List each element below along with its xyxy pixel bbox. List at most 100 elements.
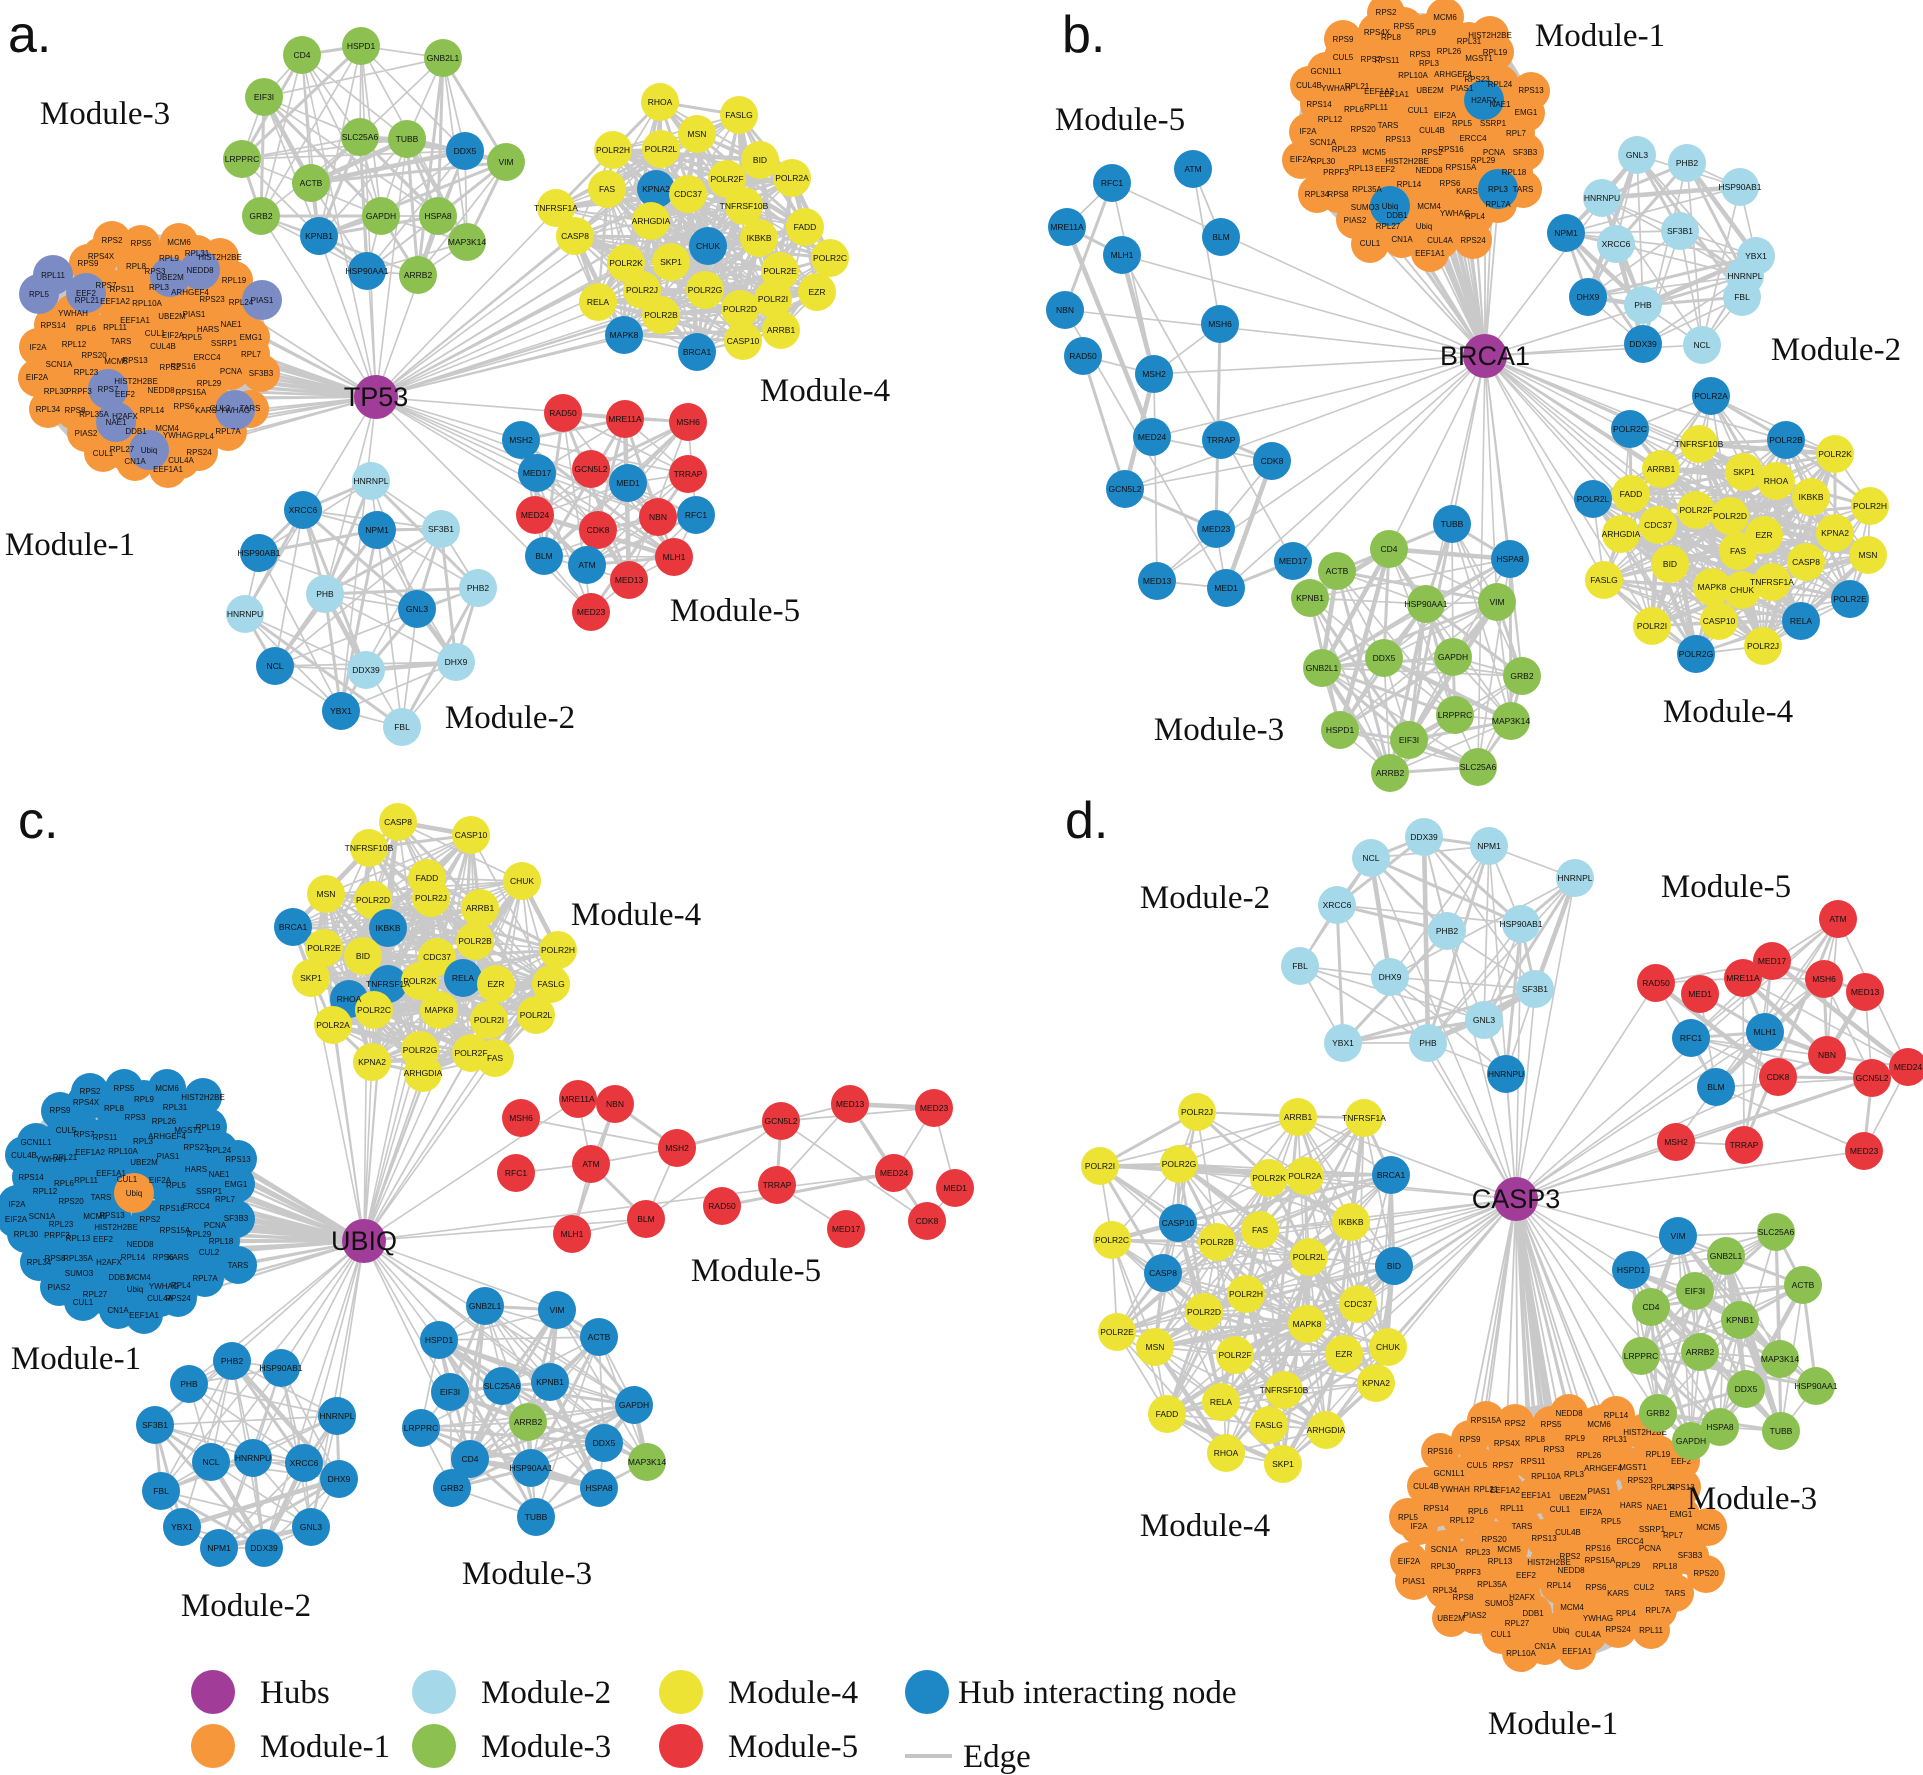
svg-text:BID: BID — [1663, 559, 1677, 569]
svg-text:BRCA1: BRCA1 — [1377, 1170, 1406, 1180]
svg-text:TRRAP: TRRAP — [674, 469, 703, 479]
svg-text:BLM: BLM — [637, 1214, 654, 1224]
svg-text:POLR2C: POLR2C — [813, 253, 847, 263]
svg-text:YWHAG: YWHAG — [1583, 1614, 1613, 1623]
svg-text:CUL4B: CUL4B — [11, 1151, 37, 1160]
svg-text:EMG1: EMG1 — [1670, 1510, 1693, 1519]
svg-text:MED13: MED13 — [615, 575, 644, 585]
svg-text:SSRP1: SSRP1 — [196, 1187, 223, 1196]
svg-text:CUL4B: CUL4B — [1555, 1528, 1581, 1537]
svg-text:RPL27: RPL27 — [1376, 222, 1401, 231]
svg-text:NAE1: NAE1 — [209, 1170, 230, 1179]
svg-text:HSP90AA1: HSP90AA1 — [510, 1463, 553, 1473]
svg-text:SLC25A6: SLC25A6 — [1758, 1227, 1795, 1237]
svg-text:POLR2K: POLR2K — [1818, 449, 1852, 459]
svg-text:MSH2: MSH2 — [509, 435, 533, 445]
svg-text:MCM5: MCM5 — [1362, 148, 1386, 157]
svg-text:TRRAP: TRRAP — [1730, 1140, 1759, 1150]
svg-text:ERCC4: ERCC4 — [193, 353, 221, 362]
svg-text:MRE11A: MRE11A — [1726, 973, 1760, 983]
svg-text:RPS11: RPS11 — [93, 1133, 118, 1142]
svg-text:RPS9: RPS9 — [50, 1106, 71, 1115]
svg-text:HNRNPU: HNRNPU — [1584, 193, 1620, 203]
svg-text:HIST2H2BE: HIST2H2BE — [94, 1223, 138, 1232]
svg-text:RPL8: RPL8 — [1381, 33, 1402, 42]
svg-text:RPS2: RPS2 — [1422, 148, 1443, 157]
svg-text:MCM6: MCM6 — [1433, 13, 1457, 22]
svg-text:EIF3I: EIF3I — [1399, 735, 1419, 745]
svg-text:SSRP1: SSRP1 — [211, 339, 238, 348]
svg-text:POLR2L: POLR2L — [1293, 1252, 1326, 1262]
svg-text:POLR2L: POLR2L — [645, 144, 678, 154]
svg-text:MAPK8: MAPK8 — [610, 330, 639, 340]
svg-text:FBL: FBL — [153, 1486, 169, 1496]
svg-text:GRB2: GRB2 — [440, 1483, 463, 1493]
svg-text:CASP10: CASP10 — [1162, 1218, 1195, 1228]
svg-text:YBX1: YBX1 — [1745, 251, 1767, 261]
svg-text:ATM: ATM — [582, 1159, 599, 1169]
svg-text:H2AFX: H2AFX — [1471, 96, 1497, 105]
svg-text:Module-4: Module-4 — [760, 373, 890, 409]
svg-text:EEF2: EEF2 — [1671, 1457, 1692, 1466]
svg-text:ARHGEF4: ARHGEF4 — [171, 288, 209, 297]
svg-text:ARRB1: ARRB1 — [1284, 1112, 1313, 1122]
svg-text:GAPDH: GAPDH — [619, 1400, 649, 1410]
svg-text:RPL3: RPL3 — [149, 283, 170, 292]
svg-text:RPS3: RPS3 — [1544, 1445, 1565, 1454]
svg-text:SUMO3: SUMO3 — [1351, 203, 1380, 212]
svg-text:KPNB1: KPNB1 — [1296, 593, 1324, 603]
svg-text:ARRB2: ARRB2 — [514, 1417, 543, 1427]
svg-text:MAP3K14: MAP3K14 — [1492, 716, 1531, 726]
svg-text:TNFRSF1A: TNFRSF1A — [534, 203, 578, 213]
svg-text:MED1: MED1 — [1688, 989, 1712, 999]
svg-text:RELA: RELA — [587, 297, 610, 307]
svg-text:CUL4B: CUL4B — [1413, 1482, 1439, 1491]
svg-text:MED17: MED17 — [832, 1224, 861, 1234]
svg-text:RPS2: RPS2 — [1560, 1552, 1581, 1561]
svg-text:BID: BID — [1387, 1261, 1401, 1271]
svg-text:PIAS1: PIAS1 — [1451, 84, 1474, 93]
svg-text:MCM6: MCM6 — [155, 1084, 179, 1093]
svg-text:EEF1A1: EEF1A1 — [153, 465, 183, 474]
svg-text:RFC1: RFC1 — [1101, 178, 1123, 188]
svg-text:Module-3: Module-3 — [481, 1729, 611, 1765]
svg-text:RPL4: RPL4 — [1616, 1609, 1637, 1618]
svg-text:BLM: BLM — [1707, 1082, 1724, 1092]
svg-text:CDC37: CDC37 — [1344, 1299, 1372, 1309]
svg-text:SUMO3: SUMO3 — [65, 1269, 94, 1278]
svg-text:MED23: MED23 — [1850, 1146, 1879, 1156]
svg-text:EEF1A1: EEF1A1 — [1521, 1491, 1551, 1500]
svg-text:RELA: RELA — [452, 973, 475, 983]
svg-text:EEF1A2: EEF1A2 — [100, 297, 130, 306]
svg-text:MED1: MED1 — [616, 478, 640, 488]
svg-text:RPL10A: RPL10A — [1531, 1472, 1561, 1481]
svg-text:Module-2: Module-2 — [481, 1675, 611, 1711]
svg-text:RPL4: RPL4 — [1465, 212, 1486, 221]
svg-text:HSPD1: HSPD1 — [1326, 725, 1355, 735]
svg-text:MED13: MED13 — [1143, 576, 1172, 586]
svg-text:DDX39: DDX39 — [250, 1543, 278, 1553]
svg-text:RPS23: RPS23 — [1464, 75, 1490, 84]
svg-text:TNFRSF10B: TNFRSF10B — [1675, 439, 1724, 449]
svg-text:RPL26: RPL26 — [1437, 47, 1462, 56]
svg-text:c.: c. — [18, 792, 58, 850]
svg-text:POLR2E: POLR2E — [1833, 594, 1867, 604]
svg-text:FBL: FBL — [1292, 961, 1308, 971]
svg-text:EEF1A1: EEF1A1 — [1562, 1647, 1592, 1656]
svg-text:RHOA: RHOA — [1764, 476, 1789, 486]
svg-text:RPS23: RPS23 — [1627, 1476, 1653, 1485]
svg-text:GNB2L1: GNB2L1 — [1710, 1251, 1743, 1261]
svg-text:CASP10: CASP10 — [455, 830, 488, 840]
svg-text:MED13: MED13 — [836, 1099, 865, 1109]
svg-text:EEF1A1: EEF1A1 — [1415, 249, 1445, 258]
svg-text:EEF2: EEF2 — [76, 289, 97, 298]
svg-text:RPL11: RPL11 — [103, 323, 127, 332]
svg-text:POLR2B: POLR2B — [644, 310, 678, 320]
svg-text:VIM: VIM — [1489, 597, 1504, 607]
svg-text:CDK8: CDK8 — [587, 525, 610, 535]
svg-text:MAP3K14: MAP3K14 — [448, 237, 487, 247]
svg-text:CUL1: CUL1 — [145, 329, 166, 338]
svg-text:MLH1: MLH1 — [1754, 1027, 1777, 1037]
svg-text:Module-1: Module-1 — [1535, 18, 1665, 54]
svg-text:RPS8: RPS8 — [45, 1254, 66, 1263]
